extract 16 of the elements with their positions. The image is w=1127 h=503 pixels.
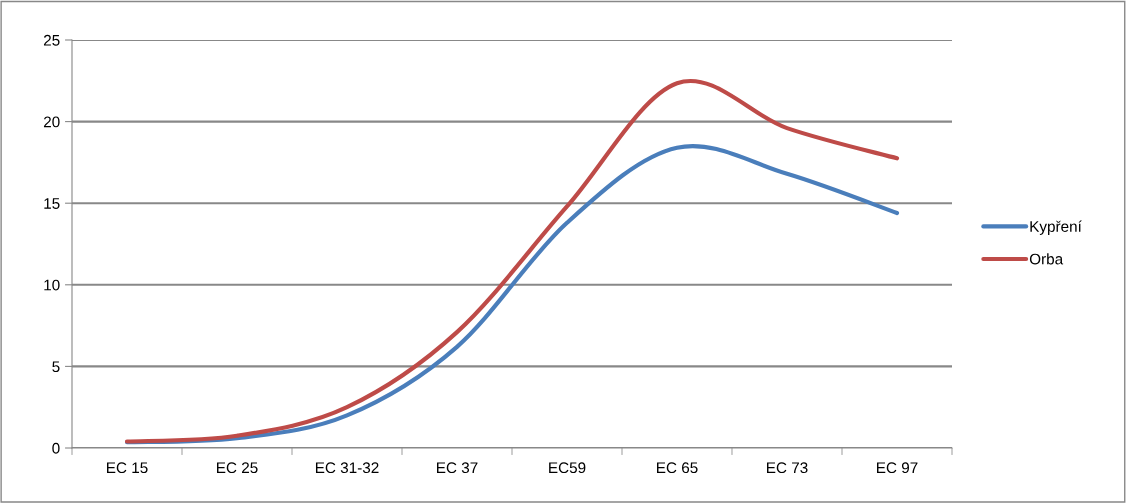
x-tick-label: EC59 — [549, 462, 586, 474]
x-tick-label: EC 73 — [767, 462, 808, 474]
legend-label: Kypření — [1030, 220, 1082, 235]
x-tick-label: EC 15 — [107, 462, 148, 474]
y-tick-label: 5 — [52, 361, 60, 373]
x-tick-label: EC 25 — [217, 462, 258, 474]
y-tick-label: 15 — [44, 198, 60, 209]
x-tick-label: EC 65 — [657, 462, 698, 474]
legend-label: Orba — [1029, 253, 1064, 265]
y-tick-label: 0 — [52, 442, 60, 454]
x-tick-label: EC 97 — [877, 462, 918, 474]
x-tick-label: EC 31-32 — [315, 462, 379, 474]
y-tick-label: 25 — [43, 34, 60, 46]
x-tick-label: EC 37 — [437, 462, 478, 474]
y-tick-label: 10 — [44, 279, 60, 291]
y-tick-label: 20 — [43, 116, 60, 128]
